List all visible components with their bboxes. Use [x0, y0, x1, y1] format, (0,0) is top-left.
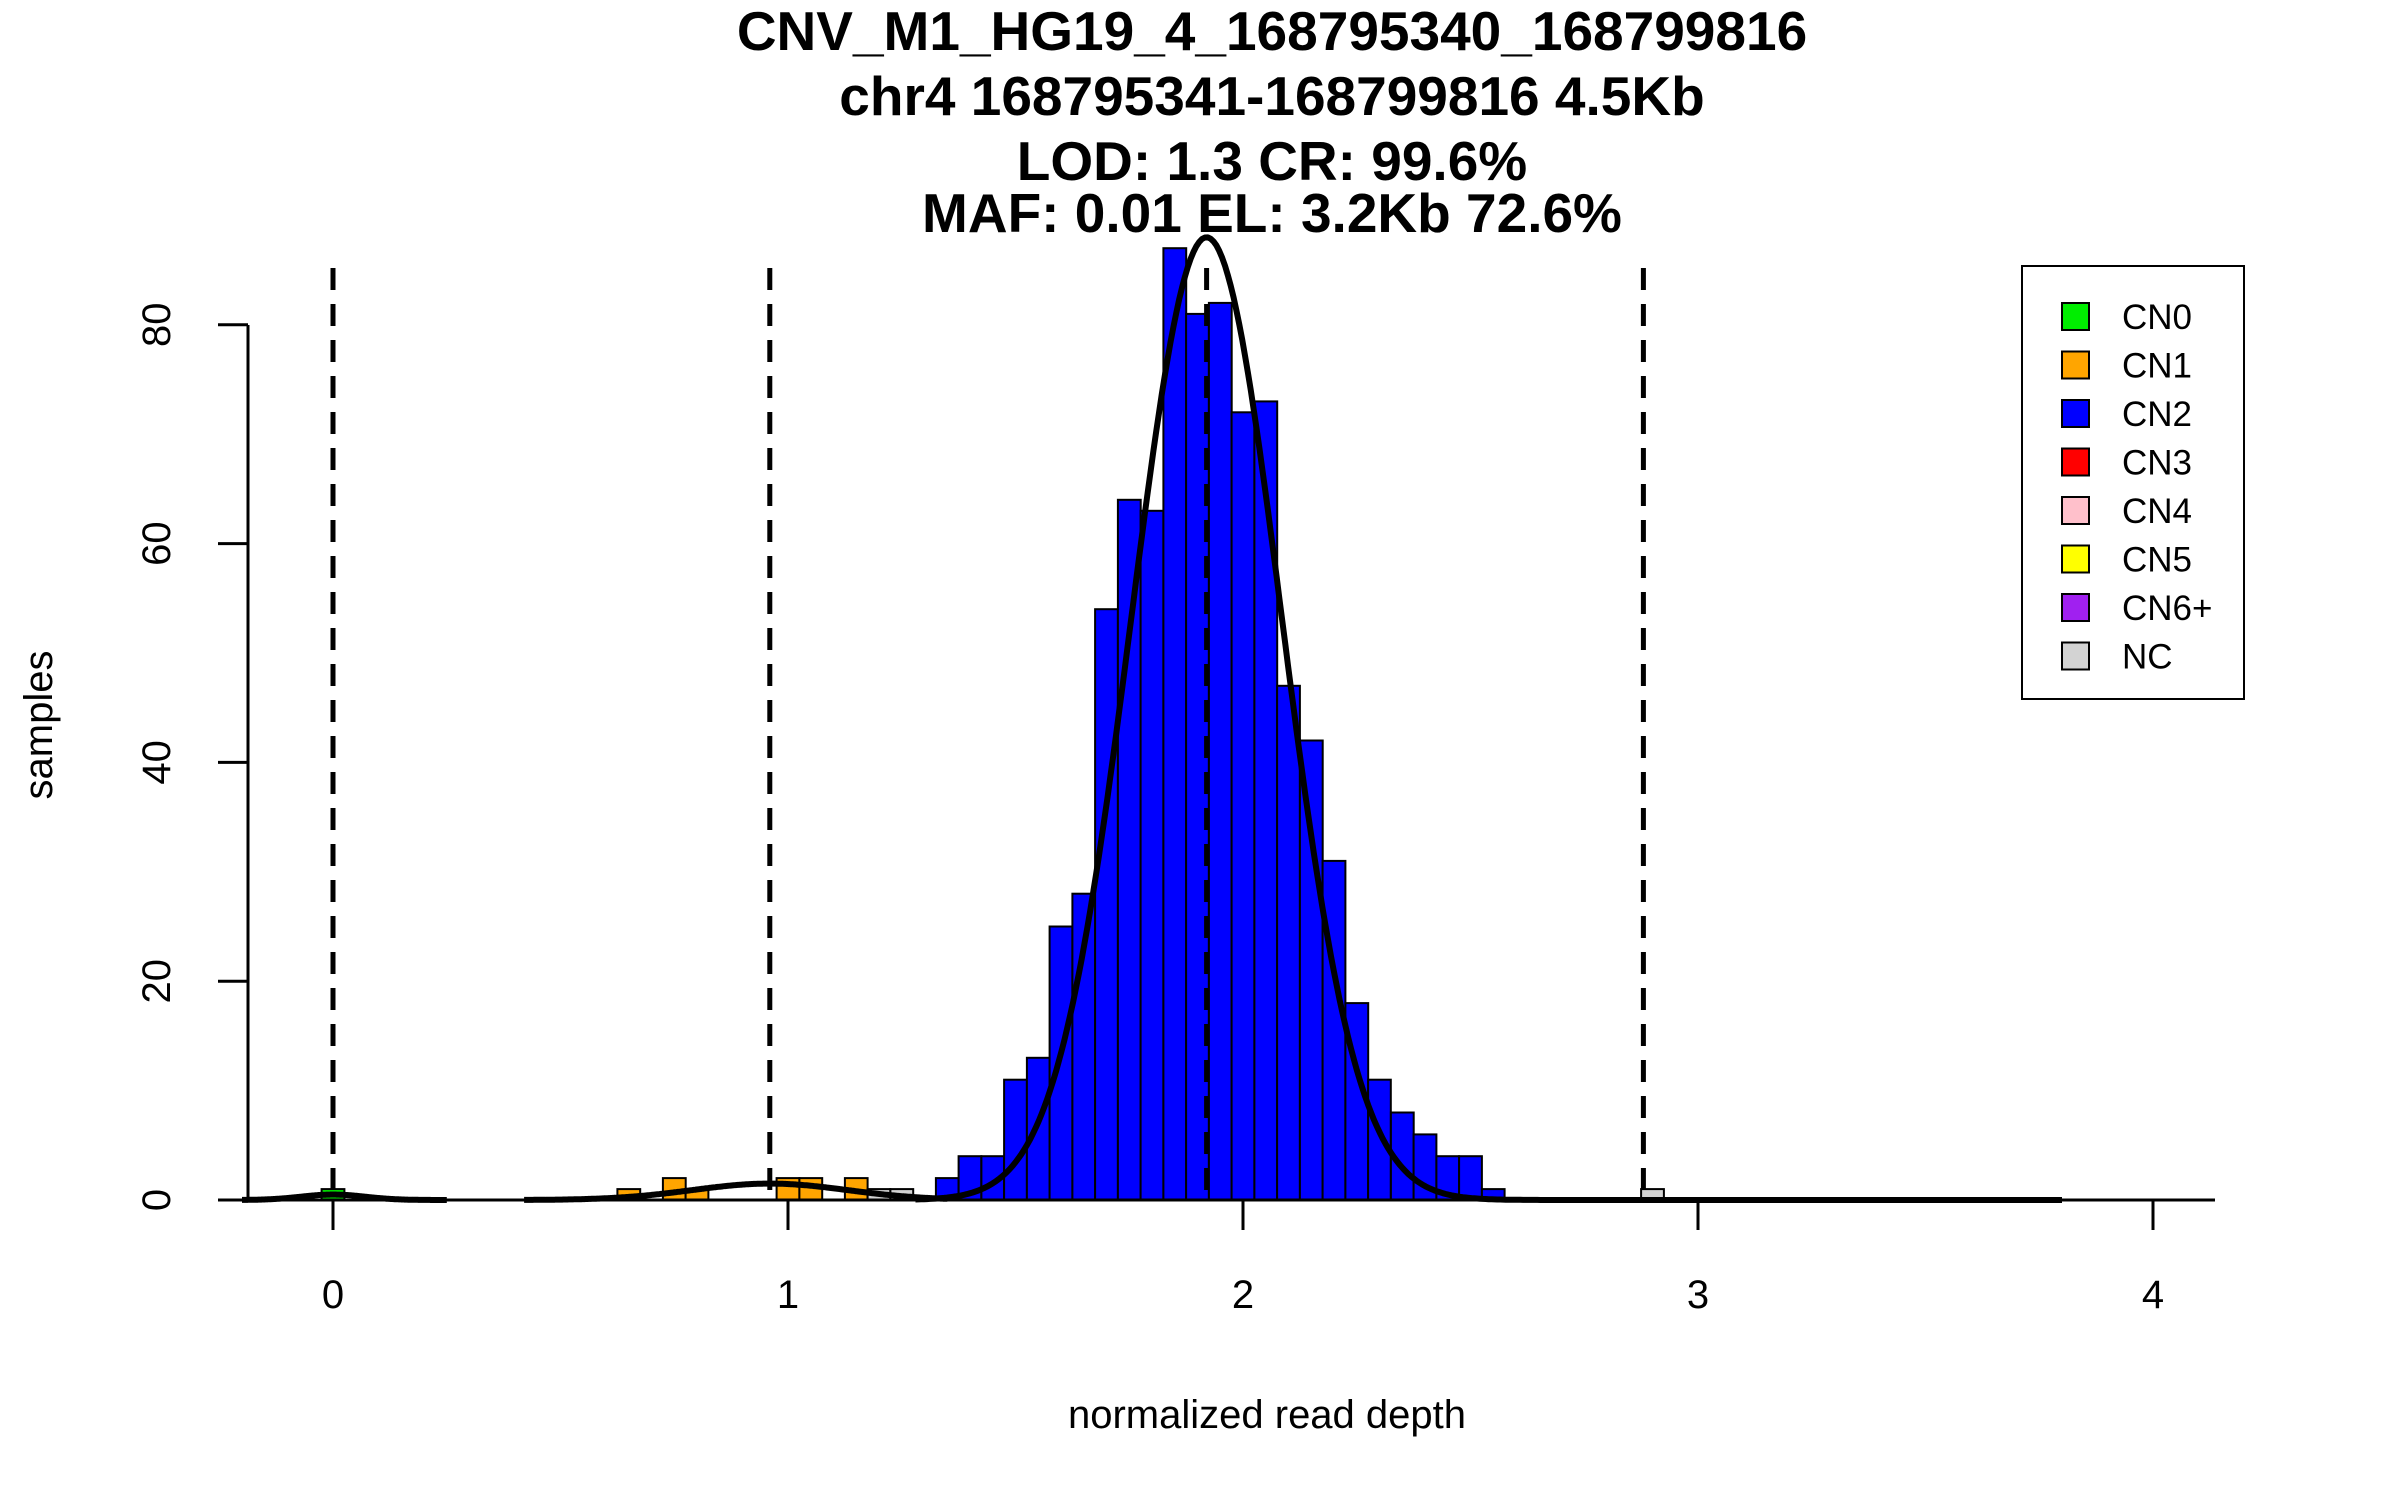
legend-swatch-cn0	[2061, 302, 2090, 331]
chart-title-line-4: MAF: 0.01 EL: 3.2Kb 72.6%	[922, 182, 1622, 244]
legend-swatch-cn1	[2061, 350, 2090, 380]
histogram-bar	[1253, 400, 1279, 1201]
legend-swatch-cn4	[2061, 496, 2090, 525]
histogram-bars	[320, 247, 1665, 1202]
legend-box	[2021, 265, 2245, 700]
x-tick-label: 3	[1687, 1273, 1709, 1317]
histogram-bar	[1367, 1078, 1392, 1201]
legend-swatch-cn2	[2061, 399, 2090, 428]
x-tick-label: 4	[2142, 1273, 2164, 1317]
y-tick-label: 60	[135, 521, 179, 566]
x-axis-ticks: 0 1 2 3 4	[322, 1200, 2164, 1317]
legend-label: CN1	[2122, 347, 2192, 386]
legend-label: CN0	[2122, 298, 2192, 337]
histogram-bar	[1458, 1155, 1483, 1201]
legend-label: CN2	[2122, 395, 2192, 434]
copy-number-threshold-lines	[330, 268, 1646, 1200]
histogram-bar	[1207, 301, 1233, 1201]
legend-swatch-cn3	[2061, 447, 2090, 477]
y-axis-label: samples	[17, 651, 61, 800]
axes: 0 1 2 3 4 0 20 40 60 80	[135, 303, 2215, 1317]
legend-label: CN5	[2122, 541, 2192, 580]
chart-title-line-1: CNV_M1_HG19_4_168795340_168799816	[737, 0, 1807, 62]
x-axis-label: normalized read depth	[1068, 1393, 1466, 1437]
legend-swatch-cn6plus	[2061, 593, 2090, 622]
histogram-bar	[1116, 498, 1142, 1201]
legend: CN0 CN1 CN2 CN3 CN4 CN5 CN6+ NC	[2021, 265, 2245, 700]
legend-label: NC	[2122, 638, 2173, 677]
y-axis-ticks: 0 20 40 60 80	[135, 303, 248, 1211]
histogram-bar	[1230, 411, 1256, 1201]
legend-label: CN4	[2122, 492, 2192, 531]
legend-label: CN6+	[2122, 589, 2212, 628]
chart-title-line-3: LOD: 1.3 CR: 99.6%	[1017, 130, 1527, 192]
x-tick-label: 1	[777, 1273, 799, 1317]
chart-title-line-2: chr4 168795341-168799816 4.5Kb	[839, 65, 1704, 127]
y-tick-label: 40	[135, 740, 179, 785]
histogram-bar	[1003, 1078, 1028, 1201]
x-tick-label: 2	[1232, 1273, 1254, 1317]
legend-label: CN3	[2122, 444, 2192, 483]
histogram-bar	[1162, 247, 1188, 1201]
chart-title: CNV_M1_HG19_4_168795340_168799816 chr4 1…	[737, 0, 1807, 244]
legend-swatch-nc	[2061, 641, 2090, 671]
fit-curve-2	[522, 1180, 950, 1203]
y-tick-label: 80	[135, 303, 179, 348]
histogram-bar	[1094, 608, 1119, 1201]
y-tick-label: 20	[135, 959, 179, 1004]
histogram-bar	[1298, 739, 1324, 1201]
histogram-bar	[1139, 509, 1165, 1201]
x-tick-label: 0	[322, 1273, 344, 1317]
histogram-bar	[1276, 684, 1301, 1201]
legend-swatch-cn5	[2061, 544, 2090, 574]
y-tick-label: 0	[135, 1189, 179, 1211]
